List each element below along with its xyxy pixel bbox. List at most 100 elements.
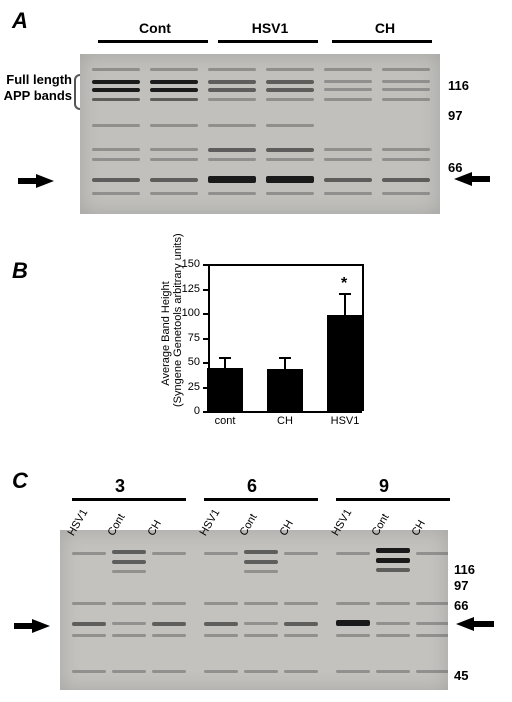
gel-band — [244, 560, 278, 564]
gel-band — [324, 80, 372, 83]
gel-band — [376, 670, 410, 673]
condition-bar-hsv1 — [218, 40, 318, 43]
gel-band — [244, 602, 278, 605]
gel-band — [152, 670, 186, 673]
gel-band — [150, 148, 198, 151]
gel-band — [72, 602, 106, 605]
gel-band — [152, 602, 186, 605]
gel-band — [284, 670, 318, 673]
condition-label-cont: Cont — [110, 20, 200, 36]
mw-marker: 97 — [454, 578, 468, 593]
gel-band — [382, 98, 430, 101]
gel-band — [382, 88, 430, 91]
mw-marker: 66 — [448, 160, 462, 175]
gel-band — [92, 80, 140, 84]
gel-band — [72, 552, 106, 555]
gel-band — [336, 552, 370, 555]
gel-a — [80, 54, 440, 214]
gel-band — [92, 148, 140, 151]
gel-band — [208, 88, 256, 92]
bar — [327, 315, 363, 411]
mw-marker: 116 — [448, 78, 469, 93]
gel-band — [382, 80, 430, 83]
mw-marker: 97 — [448, 108, 462, 123]
panel-b-label: B — [12, 258, 28, 284]
gel-band — [284, 602, 318, 605]
gel-band — [112, 602, 146, 605]
condition-bar-cont — [98, 40, 208, 43]
gel-band — [92, 192, 140, 195]
gel-band — [324, 178, 372, 182]
gel-band — [112, 670, 146, 673]
y-axis-label: Average Band Height(Syngene Genetools ar… — [160, 260, 184, 407]
gel-band — [208, 124, 256, 127]
group-label: 6 — [247, 476, 257, 497]
bar — [207, 368, 243, 411]
gel-band — [266, 80, 314, 84]
gel-band — [416, 602, 448, 605]
gel-band — [112, 550, 146, 554]
gel-band — [208, 80, 256, 84]
gel-band — [416, 634, 448, 637]
gel-band — [416, 552, 448, 555]
gel-band — [416, 622, 448, 625]
gel-band — [150, 68, 198, 71]
gel-band — [266, 192, 314, 195]
mw-marker: 116 — [454, 562, 475, 577]
gel-band — [112, 634, 146, 637]
gel-band — [324, 88, 372, 91]
arrow-a-right-tail — [470, 176, 490, 182]
gel-band — [416, 670, 448, 673]
gel-band — [152, 622, 186, 626]
gel-band — [204, 670, 238, 673]
group-label: 9 — [379, 476, 389, 497]
gel-band — [266, 148, 314, 152]
gel-band — [382, 192, 430, 195]
gel-band — [150, 88, 198, 92]
gel-band — [382, 148, 430, 151]
gel-band — [284, 622, 318, 626]
gel-band — [208, 68, 256, 71]
gel-band — [284, 634, 318, 637]
gel-band — [72, 622, 106, 626]
figure: A Cont HSV1 CH Full length APP bands B 0… — [0, 0, 512, 702]
gel-band — [382, 68, 430, 71]
gel-band — [324, 192, 372, 195]
gel-band — [336, 670, 370, 673]
gel-band — [208, 158, 256, 161]
gel-band — [266, 88, 314, 92]
gel-band — [208, 176, 256, 183]
mw-marker: 66 — [454, 598, 468, 613]
x-category-label: cont — [199, 415, 251, 427]
gel-band — [204, 622, 238, 626]
group-label: 3 — [115, 476, 125, 497]
gel-band — [336, 620, 370, 626]
x-category-label: HSV1 — [319, 415, 371, 427]
gel-band — [150, 178, 198, 182]
gel-band — [324, 158, 372, 161]
gel-band — [244, 622, 278, 625]
significance-star: * — [341, 275, 347, 293]
gel-band — [324, 148, 372, 151]
gel-band — [244, 634, 278, 637]
gel-band — [208, 192, 256, 195]
bar — [267, 369, 303, 411]
gel-band — [112, 622, 146, 625]
gel-band — [382, 178, 430, 182]
gel-band — [266, 68, 314, 71]
gel-band — [152, 634, 186, 637]
gel-c — [60, 530, 448, 690]
gel-band — [92, 124, 140, 127]
gel-band — [150, 192, 198, 195]
gel-band — [92, 68, 140, 71]
gel-band — [72, 634, 106, 637]
gel-band — [336, 634, 370, 637]
mw-marker: 45 — [454, 668, 468, 683]
arrow-a-left-tail — [18, 178, 38, 184]
gel-band — [92, 178, 140, 182]
arrow-c-right — [456, 617, 474, 631]
gel-band — [208, 148, 256, 152]
gel-band — [266, 176, 314, 183]
gel-band — [376, 634, 410, 637]
gel-band — [150, 98, 198, 101]
